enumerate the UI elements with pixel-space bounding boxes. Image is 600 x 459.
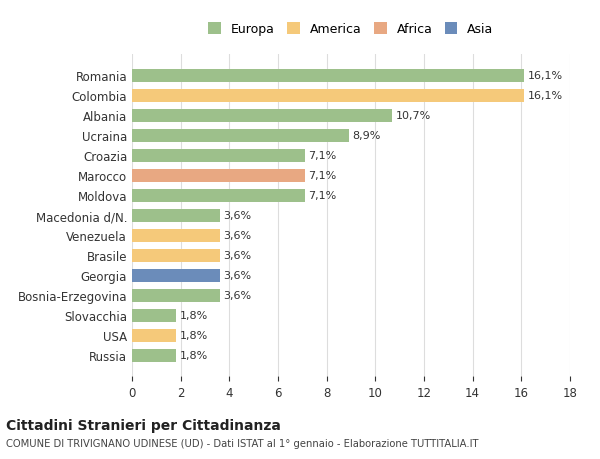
Bar [132,309,176,322]
Text: 7,1%: 7,1% [308,171,337,181]
Bar [132,249,220,262]
Text: 3,6%: 3,6% [223,251,251,261]
Text: COMUNE DI TRIVIGNANO UDINESE (UD) - Dati ISTAT al 1° gennaio - Elaborazione TUTT: COMUNE DI TRIVIGNANO UDINESE (UD) - Dati… [6,438,479,448]
Bar [132,349,176,362]
Text: 10,7%: 10,7% [396,111,431,121]
Bar [132,129,349,142]
Text: 7,1%: 7,1% [308,191,337,201]
Text: 1,8%: 1,8% [179,310,208,320]
Text: 7,1%: 7,1% [308,151,337,161]
Text: Cittadini Stranieri per Cittadinanza: Cittadini Stranieri per Cittadinanza [6,418,281,431]
Text: 3,6%: 3,6% [223,270,251,280]
Bar [132,189,305,202]
Text: 16,1%: 16,1% [527,91,563,101]
Bar [132,150,305,162]
Text: 1,8%: 1,8% [179,350,208,360]
Text: 16,1%: 16,1% [527,71,563,81]
Text: 3,6%: 3,6% [223,291,251,301]
Bar [132,229,220,242]
Legend: Europa, America, Africa, Asia: Europa, America, Africa, Asia [205,20,497,40]
Text: 1,8%: 1,8% [179,330,208,340]
Text: 3,6%: 3,6% [223,231,251,241]
Text: 3,6%: 3,6% [223,211,251,221]
Bar [132,329,176,342]
Bar [132,70,524,83]
Bar [132,289,220,302]
Bar [132,110,392,123]
Bar [132,90,524,102]
Bar [132,209,220,222]
Bar [132,169,305,182]
Text: 8,9%: 8,9% [352,131,380,141]
Bar [132,269,220,282]
